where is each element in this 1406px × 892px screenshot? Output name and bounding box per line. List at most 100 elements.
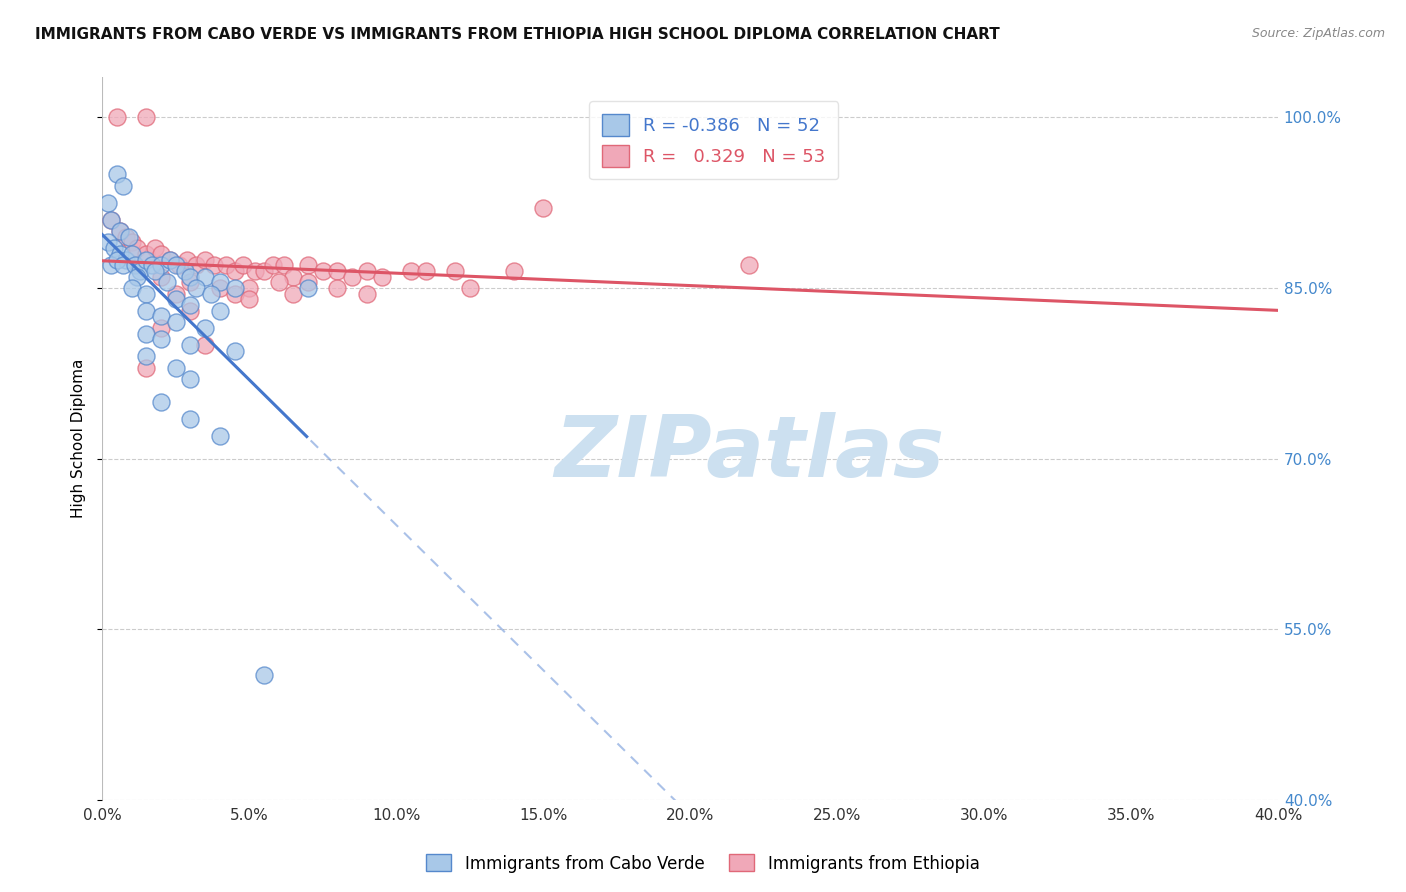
Point	[186, 281, 208, 295]
Point	[150, 247, 173, 261]
Point	[103, 241, 125, 255]
Point	[127, 241, 149, 255]
Point	[111, 258, 134, 272]
Point	[208, 429, 231, 443]
Point	[224, 343, 246, 358]
Point	[135, 286, 157, 301]
Point	[208, 303, 231, 318]
Point	[167, 258, 190, 272]
Point	[100, 212, 122, 227]
Point	[297, 275, 319, 289]
Point	[179, 303, 201, 318]
Point	[105, 167, 128, 181]
Point	[159, 252, 181, 267]
Point	[159, 252, 181, 267]
Point	[105, 110, 128, 124]
Point	[326, 281, 349, 295]
Text: IMMIGRANTS FROM CABO VERDE VS IMMIGRANTS FROM ETHIOPIA HIGH SCHOOL DIPLOMA CORRE: IMMIGRANTS FROM CABO VERDE VS IMMIGRANTS…	[35, 27, 1000, 42]
Point	[97, 235, 120, 250]
Point	[97, 195, 120, 210]
Text: ZIPatlas: ZIPatlas	[554, 412, 945, 495]
Point	[444, 264, 467, 278]
Point	[253, 264, 276, 278]
Point	[121, 247, 143, 261]
Point	[143, 241, 166, 255]
Point	[165, 286, 187, 301]
Point	[150, 310, 173, 324]
Point	[165, 293, 187, 307]
Point	[179, 275, 201, 289]
Point	[267, 275, 290, 289]
Point	[179, 298, 201, 312]
Point	[232, 258, 254, 272]
Point	[200, 286, 222, 301]
Point	[100, 212, 122, 227]
Point	[156, 275, 179, 289]
Point	[738, 258, 761, 272]
Point	[108, 247, 131, 261]
Point	[326, 264, 349, 278]
Point	[370, 269, 392, 284]
Point	[165, 315, 187, 329]
Point	[135, 247, 157, 261]
Point	[114, 252, 136, 267]
Point	[135, 303, 157, 318]
Point	[224, 281, 246, 295]
Point	[179, 338, 201, 352]
Point	[111, 178, 134, 193]
Point	[194, 321, 217, 335]
Point	[208, 275, 231, 289]
Point	[129, 264, 152, 278]
Point	[176, 252, 198, 267]
Point	[224, 286, 246, 301]
Text: Source: ZipAtlas.com: Source: ZipAtlas.com	[1251, 27, 1385, 40]
Point	[179, 412, 201, 426]
Point	[202, 258, 225, 272]
Point	[340, 269, 363, 284]
Point	[135, 252, 157, 267]
Point	[224, 264, 246, 278]
Point	[179, 269, 201, 284]
Point	[124, 258, 146, 272]
Point	[215, 258, 238, 272]
Point	[150, 321, 173, 335]
Point	[356, 264, 378, 278]
Point	[194, 252, 217, 267]
Point	[399, 264, 422, 278]
Point	[143, 264, 166, 278]
Point	[283, 269, 305, 284]
Point	[100, 258, 122, 272]
Point	[118, 229, 141, 244]
Point	[356, 286, 378, 301]
Point	[297, 281, 319, 295]
Legend: R = -0.386   N = 52, R =   0.329   N = 53: R = -0.386 N = 52, R = 0.329 N = 53	[589, 101, 838, 179]
Point	[194, 269, 217, 284]
Point	[105, 252, 128, 267]
Point	[415, 264, 437, 278]
Point	[273, 258, 295, 272]
Point	[135, 326, 157, 341]
Point	[208, 281, 231, 295]
Point	[127, 269, 149, 284]
Point	[141, 258, 163, 272]
Point	[108, 224, 131, 238]
Point	[179, 372, 201, 386]
Point	[194, 338, 217, 352]
Point	[253, 668, 276, 682]
Point	[121, 281, 143, 295]
Point	[262, 258, 284, 272]
Point	[150, 269, 173, 284]
Point	[458, 281, 481, 295]
Point	[150, 394, 173, 409]
Point	[121, 235, 143, 250]
Point	[283, 286, 305, 301]
Point	[150, 332, 173, 346]
Point	[186, 258, 208, 272]
Point	[238, 293, 260, 307]
Point	[531, 202, 554, 216]
Point	[243, 264, 266, 278]
Point	[150, 258, 173, 272]
Point	[114, 229, 136, 244]
Point	[135, 349, 157, 363]
Point	[135, 110, 157, 124]
